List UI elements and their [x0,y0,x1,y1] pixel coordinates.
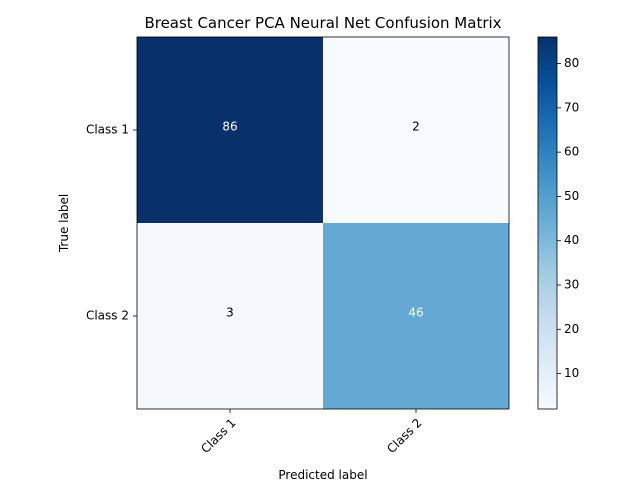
plot-frame [136,36,510,410]
y-axis-ticks: Class 1 Class 2 [86,123,137,323]
colorbar-tick-label: 50 [564,189,579,203]
colorbar-tick-label: 20 [564,322,579,336]
matrix-cell [137,223,323,409]
colorbar-tick-label: 60 [564,145,579,159]
colorbar-tick-label: 40 [564,233,579,247]
cell-value-label: 46 [408,306,423,320]
colorbar [537,36,558,410]
cell-value-label: 3 [226,306,234,320]
matrix-cells [137,37,509,409]
cell-value-label: 2 [412,120,420,134]
colorbar-ticks: 10 20 30 40 50 60 70 80 [557,56,579,380]
matrix-cell-labels: 86 2 3 46 [222,120,423,320]
x-axis-ticks: Class 1 Class 2 [198,409,425,456]
colorbar-tick-label: 80 [564,56,579,70]
matrix-cell [137,37,323,223]
matrix-cell [323,223,509,409]
x-axis-label: Predicted label [278,468,367,480]
matrix-cell [323,37,509,223]
y-tick-label: Class 1 [86,123,129,137]
colorbar-tick-label: 70 [564,100,579,114]
cell-value-label: 86 [222,120,237,134]
y-tick-label: Class 2 [86,309,129,323]
y-axis-label: True label [57,194,71,253]
x-tick-label: Class 2 [384,416,424,456]
chart-title: Breast Cancer PCA Neural Net Confusion M… [144,14,501,32]
colorbar-tick-label: 10 [564,366,579,380]
colorbar-tick-label: 30 [564,278,579,292]
x-tick-label: Class 1 [198,416,238,456]
